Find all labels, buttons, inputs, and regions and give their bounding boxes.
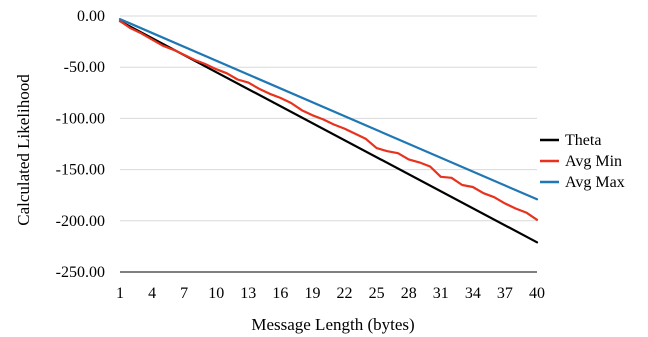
x-tick-label: 25	[369, 285, 385, 302]
x-tick-label: 7	[180, 285, 188, 302]
x-tick-label: 34	[465, 285, 481, 302]
series-line-avg-min	[118, 20, 539, 221]
y-tick-label: -50.00	[64, 59, 105, 76]
y-tick-label: 0.00	[77, 8, 105, 25]
x-tick-label: 28	[401, 285, 417, 302]
x-tick-label: 37	[497, 285, 513, 302]
legend-label: Avg Max	[565, 174, 625, 191]
y-tick-label: -150.00	[56, 162, 105, 179]
x-tick-label: 13	[240, 285, 256, 302]
legend-label: Avg Min	[565, 153, 622, 170]
x-tick-label: 31	[433, 285, 449, 302]
x-tick-label: 4	[148, 285, 156, 302]
legend: Theta Avg Min Avg Max	[540, 132, 625, 191]
legend-label: Theta	[565, 132, 601, 149]
x-tick-label: 16	[272, 285, 288, 302]
x-tick-label: 1	[116, 285, 124, 302]
x-axis-title: Message Length (bytes)	[251, 315, 414, 334]
y-tick-label: -200.00	[56, 213, 105, 230]
x-tick-labels: 1 4 7 10 13 16 19 22 25 28 31 34 37 40	[116, 285, 545, 302]
series-lines	[118, 18, 539, 244]
y-tick-label: -100.00	[56, 110, 105, 127]
x-tick-label: 22	[337, 285, 353, 302]
x-tick-label: 10	[208, 285, 224, 302]
y-tick-labels: 0.00 -50.00 -100.00 -150.00 -200.00 -250.00	[56, 8, 105, 281]
series-line-avg-max	[118, 18, 539, 201]
y-tick-label: -250.00	[56, 264, 105, 281]
x-tick-label: 40	[529, 285, 545, 302]
y-axis-title: Calculated Likelihood	[14, 74, 33, 226]
x-tick-label: 19	[304, 285, 320, 302]
